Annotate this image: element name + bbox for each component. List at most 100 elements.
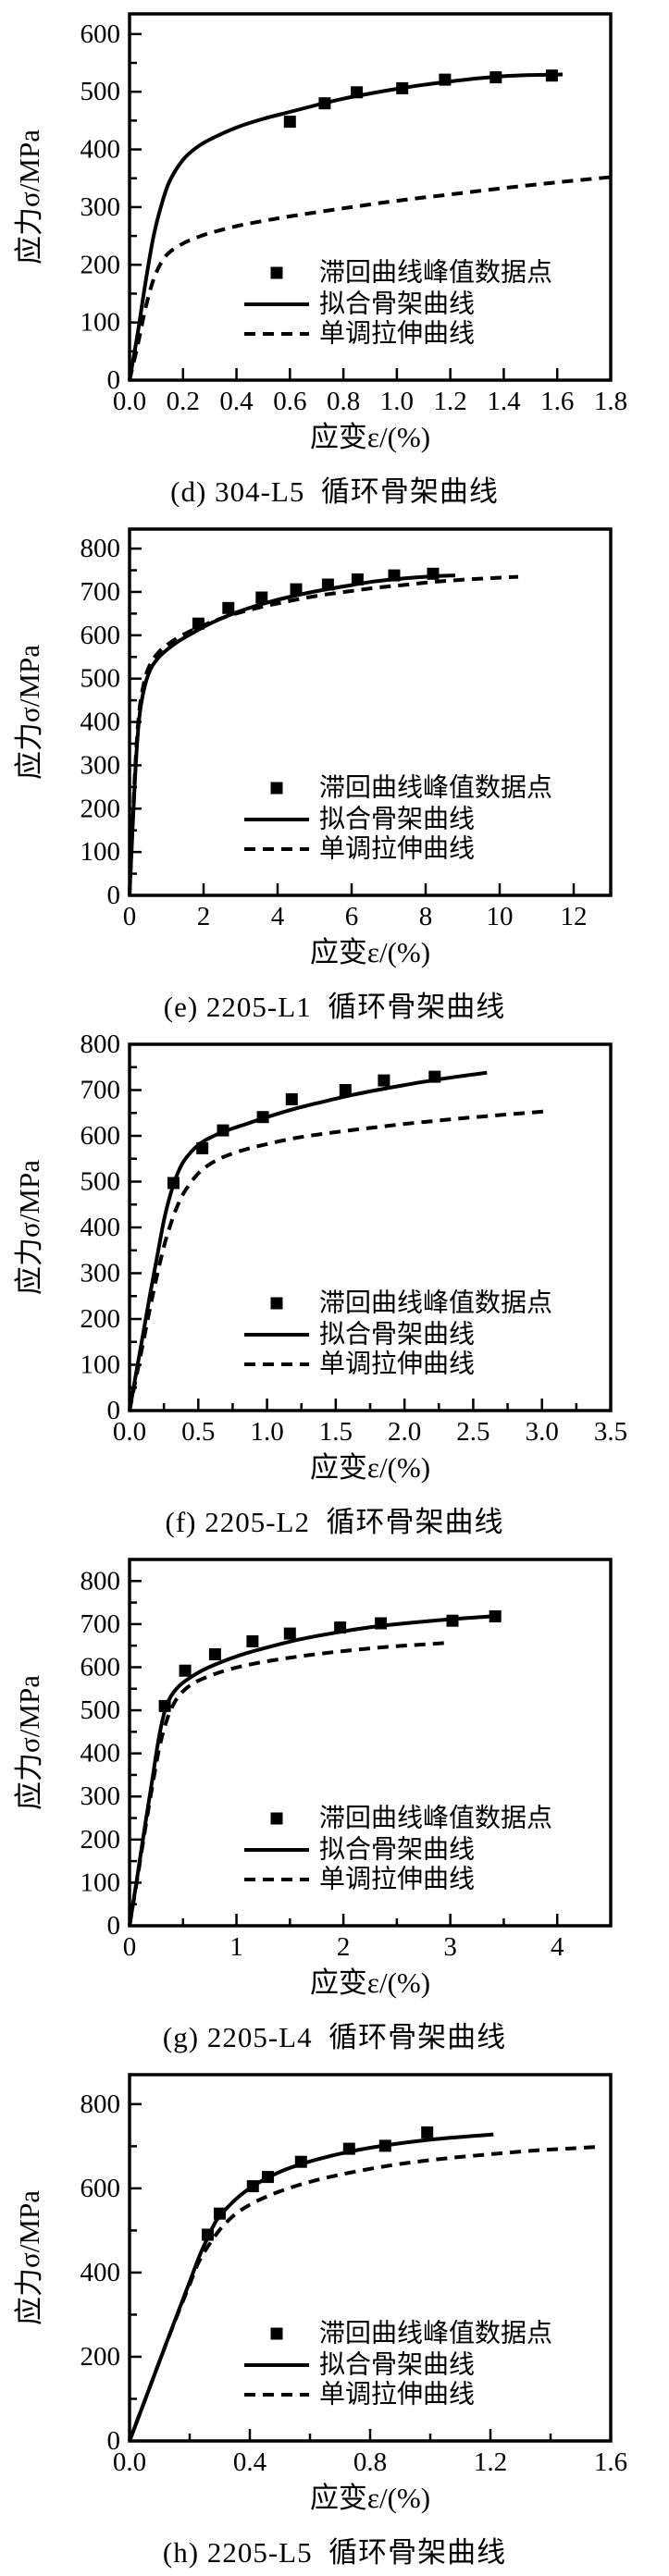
y-tick-label: 100 [81, 1867, 121, 1897]
hysteresis-peak-point [428, 1070, 441, 1083]
monotonic-tension-curve [128, 2144, 602, 2442]
monotonic-tension-curve [128, 1109, 550, 1411]
x-tick-label: 12 [561, 902, 588, 931]
hysteresis-peak-point [489, 71, 502, 84]
hysteresis-peak-point [285, 1092, 298, 1105]
y-tick-label: 200 [81, 1825, 121, 1855]
x-axis-title: 应变ε/(%) [310, 1966, 430, 1999]
y-tick-label: 200 [81, 794, 121, 823]
plot-box [128, 1558, 613, 1928]
hysteresis-peak-point [334, 1621, 347, 1634]
hysteresis-peak-point [246, 1635, 259, 1647]
hysteresis-peak-point [222, 601, 235, 614]
y-tick-label: 600 [81, 19, 121, 49]
x-tick-label: 1.0 [380, 387, 414, 416]
x-tick-label: 0.0 [113, 2447, 146, 2477]
y-tick-label: 100 [81, 1350, 121, 1380]
y-tick-label: 400 [81, 2258, 121, 2287]
hysteresis-peak-point [214, 2207, 226, 2220]
hysteresis-peak-point [318, 97, 331, 110]
hysteresis-peak-point [196, 1141, 209, 1154]
chart-caption-f: (f) 2205-L2 循环骨架曲线 [165, 1506, 504, 1538]
plot-box [128, 12, 613, 382]
y-tick-label: 800 [81, 2089, 121, 2119]
x-tick-label: 2.5 [456, 1417, 489, 1447]
legend-label: 单调拉伸曲线 [319, 2380, 475, 2410]
monotonic-tension-curve [128, 175, 612, 381]
legend-label: 拟合骨架曲线 [319, 290, 475, 319]
x-tick-label: 2 [197, 902, 211, 931]
y-tick-label: 400 [81, 1739, 121, 1769]
chart-caption-h: (h) 2205-L5 循环骨架曲线 [162, 2536, 507, 2569]
y-tick-label: 400 [81, 1213, 121, 1242]
legend-label: 单调拉伸曲线 [319, 319, 475, 349]
hysteresis-peak-point [351, 573, 364, 585]
y-tick-label: 400 [81, 708, 121, 737]
x-tick-label: 2.0 [388, 1417, 421, 1447]
y-tick-label: 600 [81, 2174, 121, 2203]
y-tick-label: 0 [107, 1396, 121, 1425]
x-tick-label: 0.8 [327, 387, 360, 416]
hysteresis-peak-point [351, 86, 364, 99]
chart-panel-g: 0 1 2 3 4 0 100 200 300 400 500 600 700 800 应变ε/(%) 应力σ… [0, 1546, 669, 2061]
y-tick-label: 300 [81, 192, 121, 222]
y-tick-label: 800 [81, 1030, 121, 1059]
legend-label: 滞回曲线峰值数据点 [319, 258, 552, 288]
hysteresis-peak-point [321, 578, 334, 591]
hysteresis-peak-point [421, 2126, 434, 2138]
x-tick-label: 1.5 [319, 1417, 353, 1447]
x-tick-label: 1.4 [487, 387, 521, 416]
hysteresis-peak-point [167, 1177, 180, 1189]
y-tick-label: 500 [81, 1167, 121, 1197]
x-axis-title: 应变ε/(%) [310, 2482, 430, 2514]
x-tick-label: 0.4 [219, 387, 254, 416]
x-tick-label: 1.2 [474, 2447, 507, 2477]
hysteresis-peak-point [339, 1084, 352, 1096]
y-tick-label: 700 [81, 1076, 121, 1105]
chart-caption-e: (e) 2205-L1 循环骨架曲线 [163, 991, 506, 1023]
chart-panel-f: 0.0 0.5 1.0 1.5 2.0 2.5 3.0 3.5 0 100 200 300 400 500… [0, 1030, 669, 1546]
x-tick-label: 1.6 [594, 2447, 627, 2477]
y-axis-title: 应力σ/MPa [13, 645, 45, 780]
y-tick-label: 0 [107, 365, 121, 395]
x-tick-label: 0.0 [113, 1417, 146, 1447]
chart-caption-g: (g) 2205-L4 循环骨架曲线 [162, 2021, 507, 2053]
x-tick-label: 0 [123, 1932, 137, 1962]
x-tick-label: 1.8 [594, 387, 627, 416]
y-tick-label: 400 [81, 135, 121, 165]
y-tick-label: 0 [107, 2426, 121, 2456]
legend-label: 拟合骨架曲线 [319, 2350, 475, 2380]
legend-label: 单调拉伸曲线 [319, 1350, 475, 1379]
hysteresis-peak-point [202, 2228, 214, 2241]
hysteresis-peak-point [208, 1648, 221, 1660]
hysteresis-peak-point [342, 2142, 355, 2155]
x-tick-label: 3.5 [594, 1417, 627, 1447]
x-axis-title: 应变ε/(%) [310, 1451, 430, 1484]
y-tick-label: 0 [107, 881, 121, 910]
y-tick-label: 600 [81, 621, 121, 650]
y-tick-label: 200 [81, 1304, 121, 1334]
legend-label: 拟合骨架曲线 [319, 1835, 475, 1865]
plot-box [128, 527, 613, 897]
y-tick-label: 500 [81, 1695, 121, 1725]
hysteresis-peak-point [439, 73, 452, 86]
x-tick-label: 2 [337, 1932, 351, 1962]
legend-label: 滞回曲线峰值数据点 [319, 773, 552, 803]
y-axis-title: 应力σ/MPa [13, 1675, 45, 1810]
y-axis-title: 应力σ/MPa [13, 1160, 45, 1295]
y-tick-label: 100 [81, 837, 121, 867]
hysteresis-peak-point [427, 567, 440, 580]
chart-d-canvas: 0.0 0.2 0.4 0.6 0.8 1.0 1.2 1.4 1.6 1.8 0 100 200 300… [13, 12, 627, 453]
x-tick-label: 4 [271, 902, 285, 931]
legend-label: 拟合骨架曲线 [319, 1320, 475, 1350]
x-tick-label: 4 [551, 1932, 564, 1962]
hysteresis-peak-point [378, 2139, 391, 2152]
x-tick-label: 0.5 [181, 1417, 215, 1447]
x-tick-label: 3 [443, 1932, 457, 1962]
y-tick-label: 500 [81, 77, 121, 106]
x-axis-title: 应变ε/(%) [310, 421, 430, 453]
chart-g-canvas: 0 1 2 3 4 0 100 200 300 400 500 600 700 800 应变ε/(%) 应力σ… [13, 1558, 613, 1999]
y-tick-label: 800 [81, 1566, 121, 1596]
chart-panel-d: 0.0 0.2 0.4 0.6 0.8 1.0 1.2 1.4 1.6 1.8 0 100 200 300… [0, 0, 669, 515]
y-tick-label: 700 [81, 1609, 121, 1639]
